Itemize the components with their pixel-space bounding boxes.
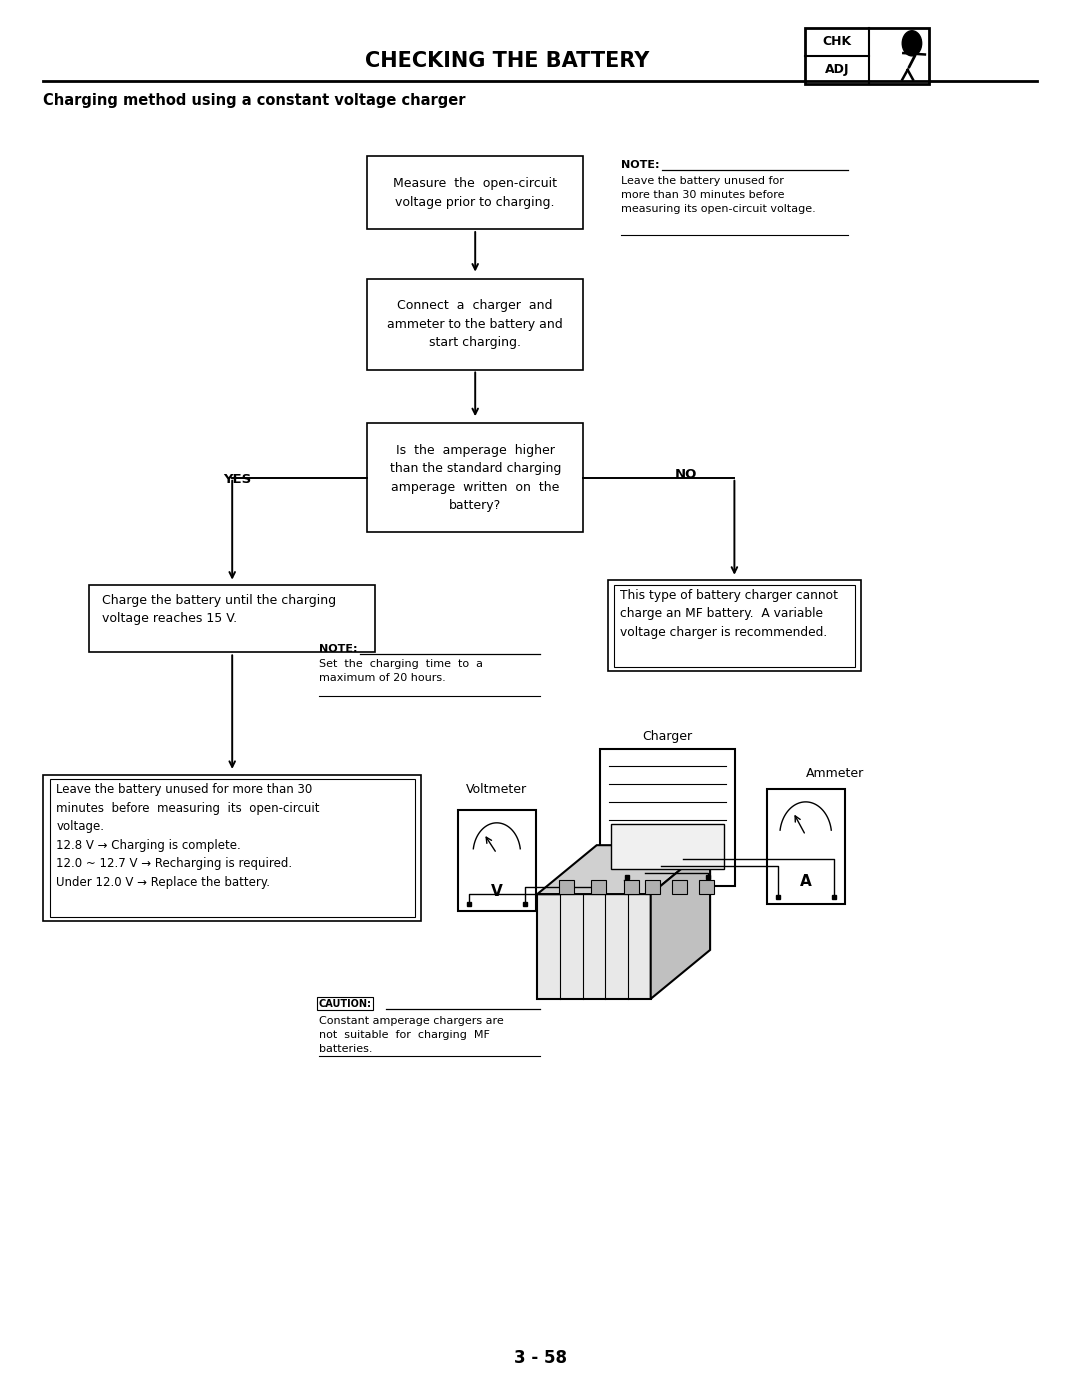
- Bar: [50, 780, 415, 918]
- Text: This type of battery charger cannot
charge an MF battery.  A variable
voltage ch: This type of battery charger cannot char…: [620, 590, 838, 638]
- Bar: [700, 880, 715, 894]
- Bar: [624, 880, 638, 894]
- Bar: [613, 584, 855, 666]
- Bar: [43, 774, 421, 922]
- Bar: [367, 279, 583, 369]
- Text: A: A: [800, 875, 811, 888]
- Bar: [559, 880, 575, 894]
- Bar: [672, 880, 687, 894]
- Text: CHECKING THE BATTERY: CHECKING THE BATTERY: [365, 52, 650, 71]
- Text: YES: YES: [224, 472, 252, 486]
- Text: Charging method using a constant voltage charger: Charging method using a constant voltage…: [43, 94, 465, 108]
- Bar: [805, 28, 929, 84]
- Text: Is  the  amperage  higher
than the standard charging
amperage  written  on  the
: Is the amperage higher than the standard…: [390, 443, 561, 513]
- Text: CHK: CHK: [822, 35, 851, 49]
- Text: Charge the battery until the charging
voltage reaches 15 V.: Charge the battery until the charging vo…: [102, 594, 336, 626]
- Circle shape: [902, 31, 921, 56]
- Text: ADJ: ADJ: [825, 63, 849, 77]
- Text: Leave the battery unused for
more than 30 minutes before
measuring its open-circ: Leave the battery unused for more than 3…: [621, 176, 815, 214]
- Text: Measure  the  open-circuit
voltage prior to charging.: Measure the open-circuit voltage prior t…: [393, 177, 557, 208]
- Bar: [600, 749, 734, 886]
- Polygon shape: [538, 894, 650, 999]
- Text: NOTE:: NOTE:: [621, 161, 660, 170]
- Text: 3 - 58: 3 - 58: [513, 1350, 567, 1366]
- Bar: [767, 789, 845, 904]
- Bar: [646, 880, 660, 894]
- Text: Connect  a  charger  and
ammeter to the battery and
start charging.: Connect a charger and ammeter to the bat…: [388, 299, 563, 349]
- Bar: [592, 880, 607, 894]
- Text: V: V: [491, 884, 502, 898]
- Bar: [607, 581, 862, 671]
- Bar: [89, 585, 376, 652]
- Text: Charger: Charger: [643, 731, 692, 743]
- Bar: [367, 423, 583, 532]
- Text: NOTE:: NOTE:: [319, 644, 357, 654]
- Text: Voltmeter: Voltmeter: [467, 784, 527, 796]
- Polygon shape: [650, 845, 711, 999]
- Text: Set  the  charging  time  to  a
maximum of 20 hours.: Set the charging time to a maximum of 20…: [319, 659, 483, 683]
- Text: CAUTION:: CAUTION:: [319, 999, 372, 1009]
- Bar: [367, 156, 583, 229]
- Text: Constant amperage chargers are
not  suitable  for  charging  MF
batteries.: Constant amperage chargers are not suita…: [319, 1016, 503, 1053]
- Bar: [458, 810, 536, 911]
- Bar: [611, 824, 724, 869]
- Text: Ammeter: Ammeter: [806, 767, 864, 780]
- Text: NO: NO: [675, 468, 697, 482]
- Text: Leave the battery unused for more than 30
minutes  before  measuring  its  open-: Leave the battery unused for more than 3…: [56, 782, 320, 888]
- Polygon shape: [538, 845, 711, 894]
